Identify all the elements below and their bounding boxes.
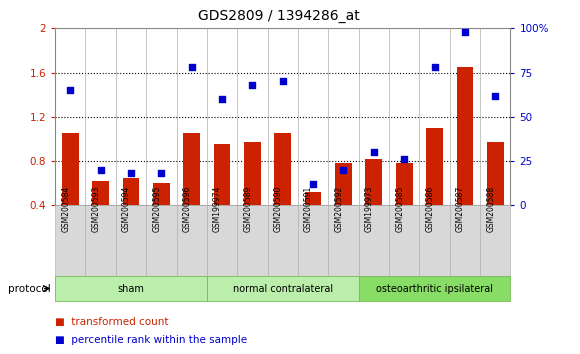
Bar [92,181,109,205]
Text: GDS2809 / 1394286_at: GDS2809 / 1394286_at [198,9,359,23]
Bar [183,133,200,205]
Bar [85,205,116,276]
Point [460,29,469,35]
Bar [358,276,510,301]
Bar [274,133,291,205]
Text: GSM200585: GSM200585 [395,186,404,232]
Point [96,167,105,173]
Text: GSM199974: GSM199974 [213,185,222,232]
Point [157,171,166,176]
Text: ■  percentile rank within the sample: ■ percentile rank within the sample [55,335,247,345]
Bar [389,205,419,276]
Bar [358,205,389,276]
Text: GSM200595: GSM200595 [153,185,161,232]
Bar [426,128,443,205]
Text: GSM200593: GSM200593 [92,185,101,232]
Bar [213,144,230,205]
Bar [365,159,382,205]
Bar [55,276,207,301]
Text: GSM200594: GSM200594 [122,185,131,232]
Bar [456,67,473,205]
Text: osteoarthritic ipsilateral: osteoarthritic ipsilateral [376,284,493,293]
Text: GSM200591: GSM200591 [304,186,313,232]
Bar [335,163,352,205]
Point [369,149,378,155]
Bar [62,133,79,205]
Point [278,79,287,84]
Point [400,156,409,162]
Bar [237,205,267,276]
Bar [207,205,237,276]
Text: ■  transformed count: ■ transformed count [55,317,169,327]
Point [491,93,500,98]
Point [430,64,439,70]
Bar [480,205,510,276]
Bar [396,163,412,205]
Point [218,96,227,102]
Point [339,167,348,173]
Text: GSM200587: GSM200587 [456,186,465,232]
Text: GSM200588: GSM200588 [486,186,495,232]
Bar [267,205,298,276]
Text: GSM200586: GSM200586 [426,186,434,232]
Text: GSM200592: GSM200592 [335,186,343,232]
Bar [153,183,170,205]
Text: GSM200584: GSM200584 [61,186,70,232]
Text: sham: sham [118,284,144,293]
Bar [450,205,480,276]
Text: normal contralateral: normal contralateral [233,284,333,293]
Bar [207,276,358,301]
Text: GSM200590: GSM200590 [274,185,283,232]
Point [187,64,196,70]
Bar [298,205,328,276]
Point [66,87,75,93]
Bar [116,205,146,276]
Bar [122,178,139,205]
Bar [244,142,261,205]
Text: GSM200596: GSM200596 [183,185,191,232]
Text: GSM200589: GSM200589 [244,186,252,232]
Point [309,181,318,187]
Bar [146,205,176,276]
Text: GSM199973: GSM199973 [365,185,374,232]
Bar [304,192,321,205]
Text: protocol: protocol [8,284,50,293]
Point [248,82,257,88]
Bar [176,205,207,276]
Bar [487,142,503,205]
Point [126,171,136,176]
Bar [55,205,85,276]
Bar [328,205,358,276]
Bar [419,205,450,276]
